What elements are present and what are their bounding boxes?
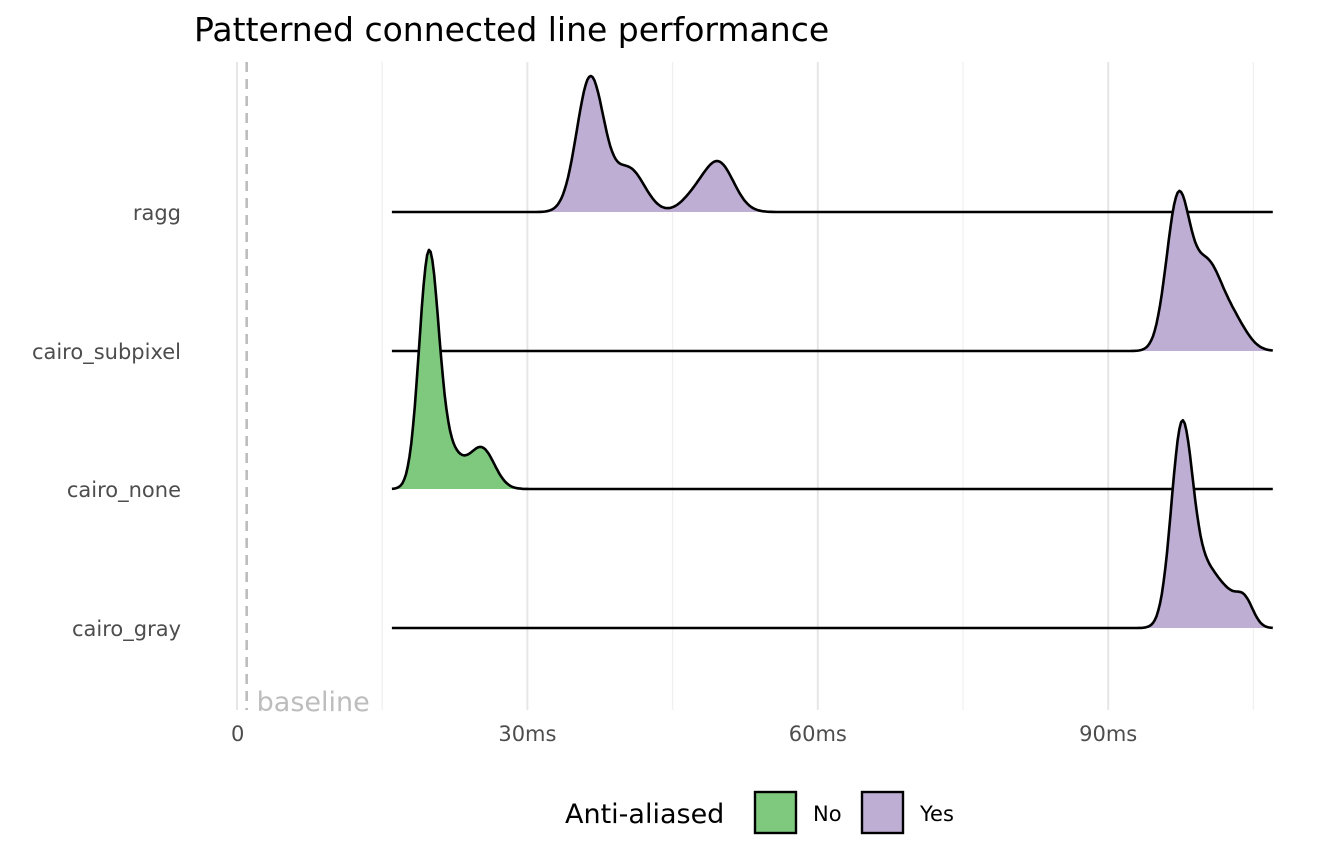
y-tick-label: cairo_gray <box>72 617 181 642</box>
grid-lines <box>236 62 1255 710</box>
y-tick-label: cairo_none <box>67 478 181 503</box>
x-tick-label: 60ms <box>789 722 847 746</box>
baseline-label: baseline <box>257 687 370 718</box>
density-ridges <box>391 74 1273 630</box>
ridge-fill-cairo_none <box>391 249 1273 489</box>
fill-legend: Anti-aliased No Yes <box>565 790 954 835</box>
legend-key-no <box>753 790 798 835</box>
legend-label: Yes <box>919 802 954 826</box>
y-axis-labels: ragg cairo_subpixel cairo_none cairo_gray <box>32 201 181 642</box>
legend-label: No <box>813 802 842 826</box>
baseline-reference: baseline <box>245 62 370 718</box>
x-tick-label: 90ms <box>1079 722 1137 746</box>
ridge-outline-ragg <box>391 74 1273 214</box>
ridge-fill-cairo_gray <box>391 420 1273 628</box>
ridge-fill-cairo_subpixel <box>391 190 1273 351</box>
y-tick-label: cairo_subpixel <box>32 340 181 365</box>
legend-title: Anti-aliased <box>565 799 724 830</box>
legend-key-yes <box>860 790 905 835</box>
chart-title: Patterned connected line performance <box>194 10 829 49</box>
ridge-outline-cairo_none <box>391 248 1273 491</box>
y-tick-label: ragg <box>133 201 181 225</box>
ridge-fill-ragg <box>391 76 1273 212</box>
x-axis-labels: 0 30ms 60ms 90ms <box>231 722 1137 746</box>
legend-items: No Yes <box>753 790 954 835</box>
ridge-outline-cairo_subpixel <box>391 189 1273 353</box>
x-tick-label: 30ms <box>498 722 556 746</box>
x-tick-label: 0 <box>231 722 244 746</box>
ridge-outline-cairo_gray <box>391 419 1273 630</box>
